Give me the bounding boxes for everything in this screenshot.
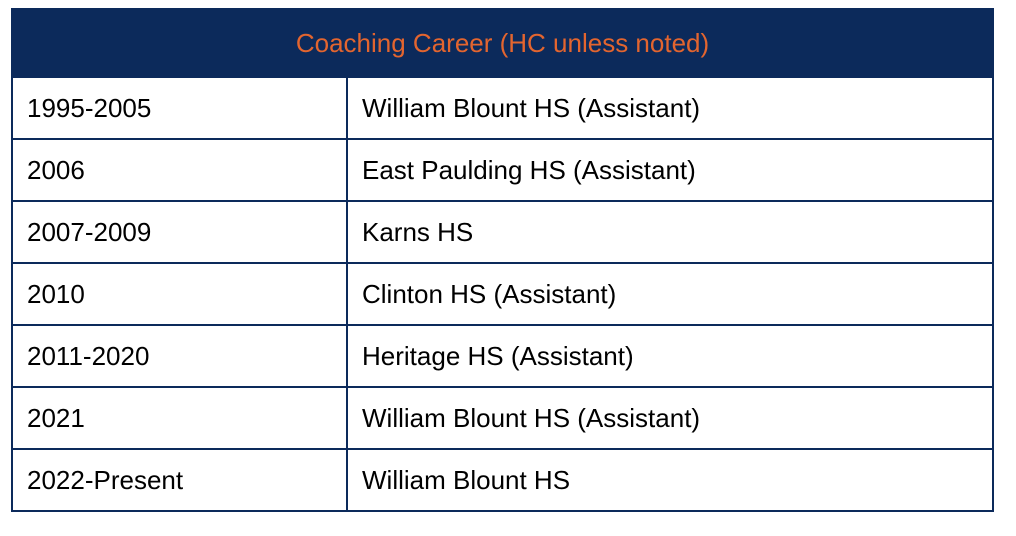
table-row: 2021 William Blount HS (Assistant) [11, 386, 994, 450]
years-cell: 1995-2005 [11, 76, 348, 140]
school-cell: Clinton HS (Assistant) [346, 262, 994, 326]
header-row: Coaching Career (HC unless noted) [11, 8, 994, 78]
years-cell: 2007-2009 [11, 200, 348, 264]
coaching-career-table: Coaching Career (HC unless noted) 1995-2… [11, 8, 994, 512]
table-row: 2010 Clinton HS (Assistant) [11, 262, 994, 326]
years-cell: 2010 [11, 262, 348, 326]
years-cell: 2021 [11, 386, 348, 450]
table-row: 2007-2009 Karns HS [11, 200, 994, 264]
table-row: 2011-2020 Heritage HS (Assistant) [11, 324, 994, 388]
table-row: 2006 East Paulding HS (Assistant) [11, 138, 994, 202]
school-cell: William Blount HS [346, 448, 994, 512]
school-cell: Heritage HS (Assistant) [346, 324, 994, 388]
years-cell: 2006 [11, 138, 348, 202]
school-cell: East Paulding HS (Assistant) [346, 138, 994, 202]
table-row: 2022-Present William Blount HS [11, 448, 994, 512]
school-cell: William Blount HS (Assistant) [346, 76, 994, 140]
school-cell: Karns HS [346, 200, 994, 264]
school-cell: William Blount HS (Assistant) [346, 386, 994, 450]
years-cell: 2022-Present [11, 448, 348, 512]
years-cell: 2011-2020 [11, 324, 348, 388]
table-title: Coaching Career (HC unless noted) [11, 8, 994, 78]
table-row: 1995-2005 William Blount HS (Assistant) [11, 76, 994, 140]
